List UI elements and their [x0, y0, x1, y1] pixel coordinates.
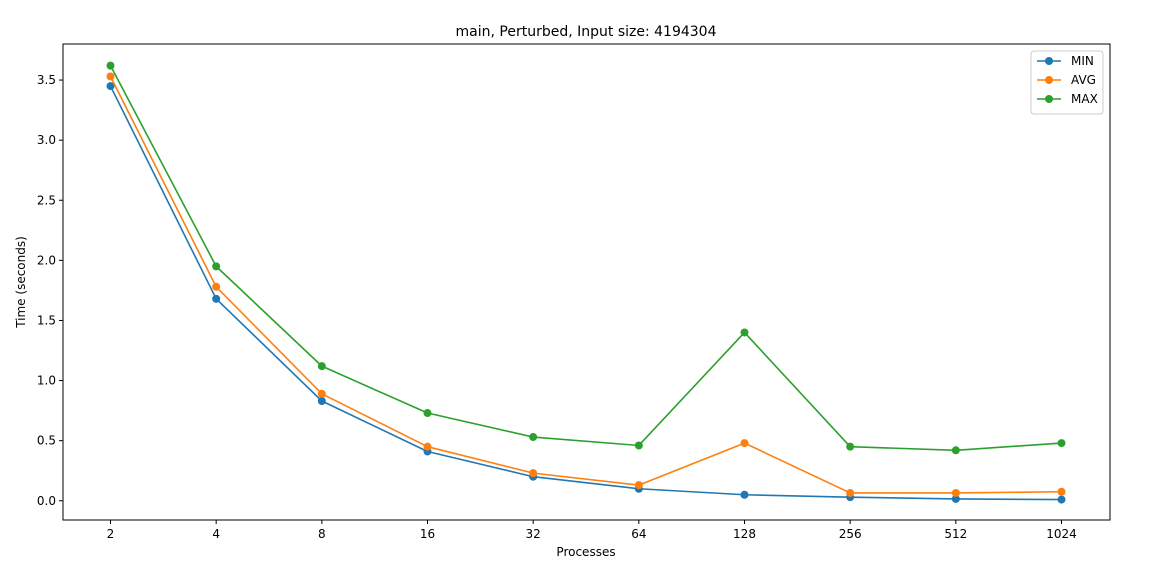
series-line-min: [109, 85, 1062, 501]
x-tick-label: 512: [944, 527, 967, 541]
y-tick-label: 2.0: [37, 253, 56, 267]
data-point-avg: [212, 282, 221, 291]
y-tick-label: 2.5: [37, 193, 56, 207]
data-point-max: [1057, 439, 1066, 448]
y-tick-label: 1.0: [37, 374, 56, 388]
data-point-max: [529, 433, 538, 442]
legend-label-min: MIN: [1071, 54, 1094, 68]
y-tick-label: 0.0: [37, 494, 56, 508]
y-tick-label: 1.5: [37, 313, 56, 327]
legend: MIN AVG MAX: [1030, 50, 1104, 115]
data-point-max: [740, 328, 749, 337]
data-point-avg: [1057, 487, 1066, 496]
data-point-max: [106, 61, 115, 70]
legend-label-max: MAX: [1071, 92, 1098, 106]
data-point-avg: [740, 439, 749, 448]
data-point-avg: [951, 488, 960, 497]
x-tick-label: 16: [420, 527, 435, 541]
chart-title: main, Perturbed, Input size: 4194304: [456, 24, 717, 40]
y-axis-title: Time (seconds): [14, 236, 28, 329]
plot-area: [106, 61, 1066, 504]
legend-marker-min: [1045, 57, 1053, 65]
y-tick-label: 3.5: [37, 73, 56, 87]
data-point-min: [106, 82, 115, 91]
x-tick-label: 32: [526, 527, 541, 541]
series-line-avg: [109, 76, 1062, 494]
legend-label-avg: AVG: [1071, 73, 1096, 87]
data-point-avg: [846, 488, 855, 497]
data-point-max: [423, 409, 432, 418]
data-point-avg: [634, 481, 643, 490]
axes: 2 4 8 16 32 64 128 256 512 1024 0.0 0.5 1.0 1.5 2.0 2.5…: [37, 43, 1111, 541]
data-point-max: [212, 262, 221, 271]
data-point-avg: [317, 389, 326, 398]
data-point-avg: [529, 469, 538, 478]
data-point-max: [317, 362, 326, 371]
data-point-avg: [423, 442, 432, 451]
data-point-max: [846, 442, 855, 451]
data-point-min: [1057, 495, 1066, 504]
data-point-max: [951, 446, 960, 455]
data-point-min: [951, 494, 960, 503]
legend-marker-avg: [1045, 76, 1053, 84]
data-point-min: [212, 294, 221, 303]
series-line-max: [109, 65, 1062, 452]
legend-marker-max: [1045, 95, 1053, 103]
x-tick-label: 128: [733, 527, 756, 541]
data-point-max: [634, 441, 643, 450]
y-tick-label: 3.0: [37, 133, 56, 147]
x-tick-label: 64: [631, 527, 646, 541]
data-point-avg: [106, 72, 115, 81]
y-tick-label: 0.5: [37, 434, 56, 448]
x-tick-label: 1024: [1046, 527, 1077, 541]
x-tick-label: 2: [107, 527, 115, 541]
data-point-min: [740, 490, 749, 499]
x-tick-label: 4: [212, 527, 220, 541]
data-point-min: [317, 397, 326, 405]
x-axis-title: Processes: [556, 545, 615, 559]
x-tick-label: 256: [839, 527, 862, 541]
plot-frame: [62, 43, 1111, 521]
x-tick-label: 8: [318, 527, 326, 541]
